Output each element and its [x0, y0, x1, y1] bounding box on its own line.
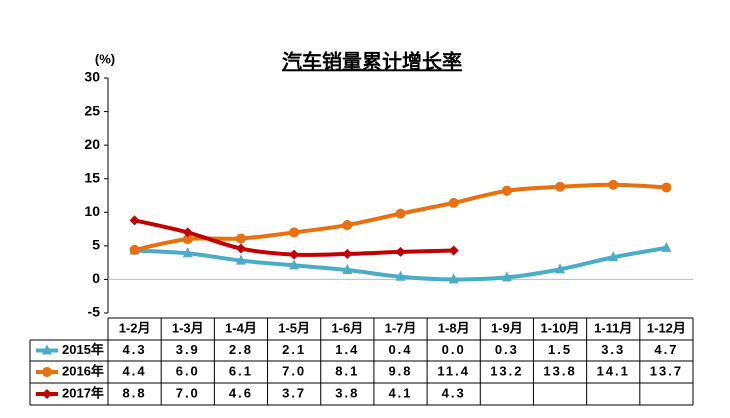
legend-label: 2016年 — [62, 363, 104, 378]
table-value: 13.8 — [543, 363, 576, 378]
marker — [42, 367, 52, 377]
marker — [395, 270, 406, 281]
x-tick-label: 1-12月 — [647, 320, 686, 335]
x-tick-label: 1-10月 — [541, 320, 580, 335]
y-tick-label: 5 — [92, 237, 100, 253]
marker — [448, 197, 459, 208]
marker — [42, 344, 52, 355]
marker — [342, 248, 353, 259]
table-value: 9.8 — [388, 363, 412, 378]
table-value: 0.3 — [495, 342, 519, 357]
table-value: 2.1 — [282, 342, 306, 357]
marker — [289, 227, 300, 238]
marker — [608, 251, 619, 262]
table-value: 4.4 — [123, 363, 147, 378]
table-value: 1.4 — [335, 342, 359, 357]
marker — [182, 247, 193, 258]
x-tick-label: 1-11月 — [594, 320, 632, 335]
y-tick-label: 25 — [84, 102, 100, 118]
marker — [42, 389, 52, 399]
table-value: 11.4 — [437, 363, 470, 378]
x-tick-label: 1-8月 — [438, 320, 470, 335]
marker — [448, 273, 459, 284]
y-axis-label: (%) — [95, 51, 115, 66]
legend-label: 2017年 — [62, 385, 104, 400]
marker — [501, 271, 512, 282]
table-value: 14.1 — [597, 363, 630, 378]
marker — [342, 220, 353, 231]
table-value: 3.7 — [282, 385, 306, 400]
marker — [448, 245, 459, 256]
x-tick-label: 1-4月 — [225, 320, 257, 335]
table-value: 3.3 — [601, 342, 625, 357]
table-value: 0.0 — [442, 342, 466, 357]
x-tick-label: 1-6月 — [331, 320, 363, 335]
table-value: 13.7 — [650, 363, 683, 378]
marker — [395, 208, 406, 219]
marker — [129, 244, 140, 255]
table-value: 7.0 — [282, 363, 306, 378]
marker — [289, 249, 300, 260]
marker — [555, 263, 566, 274]
marker — [661, 241, 672, 252]
marker — [501, 185, 512, 196]
marker — [235, 233, 246, 244]
table-value: 8.1 — [335, 363, 359, 378]
x-tick-label: 1-9月 — [491, 320, 523, 335]
y-tick-label: 20 — [84, 136, 100, 152]
table-value: 4.3 — [123, 342, 147, 357]
marker — [182, 234, 193, 245]
x-tick-label: 1-3月 — [172, 320, 204, 335]
marker — [235, 254, 246, 265]
table-value: 1.5 — [548, 342, 572, 357]
chart-title: 汽车销量累计增长率 — [282, 49, 462, 73]
marker — [395, 246, 406, 257]
table-value: 4.7 — [654, 342, 678, 357]
table-value: 3.8 — [335, 385, 359, 400]
y-tick-label: 30 — [84, 69, 100, 85]
y-tick-label: 10 — [84, 203, 100, 219]
x-tick-label: 1-7月 — [385, 320, 417, 335]
marker — [129, 215, 140, 226]
table-value: 4.3 — [442, 385, 466, 400]
x-tick-label: 1-2月 — [119, 320, 151, 335]
table-value: 2.8 — [229, 342, 253, 357]
marker — [661, 182, 672, 193]
marker — [342, 264, 353, 275]
table-value: 6.0 — [176, 363, 200, 378]
marker — [555, 181, 566, 192]
y-tick-label: 15 — [84, 169, 100, 185]
y-tick-label: -5 — [88, 304, 101, 320]
marker — [182, 227, 193, 238]
marker — [289, 259, 300, 270]
table-value: 0.4 — [388, 342, 412, 357]
table-value: 4.1 — [388, 385, 412, 400]
table-value: 13.2 — [490, 363, 523, 378]
legend-label: 2015年 — [62, 342, 104, 357]
x-tick-label: 1-5月 — [278, 320, 310, 335]
table-value: 4.6 — [229, 385, 253, 400]
table-value: 7.0 — [176, 385, 200, 400]
y-tick-label: 0 — [92, 270, 100, 286]
table-value: 6.1 — [229, 363, 253, 378]
table-value: 8.8 — [123, 385, 147, 400]
marker — [235, 243, 246, 254]
marker — [608, 179, 619, 190]
table-value: 3.9 — [176, 342, 200, 357]
